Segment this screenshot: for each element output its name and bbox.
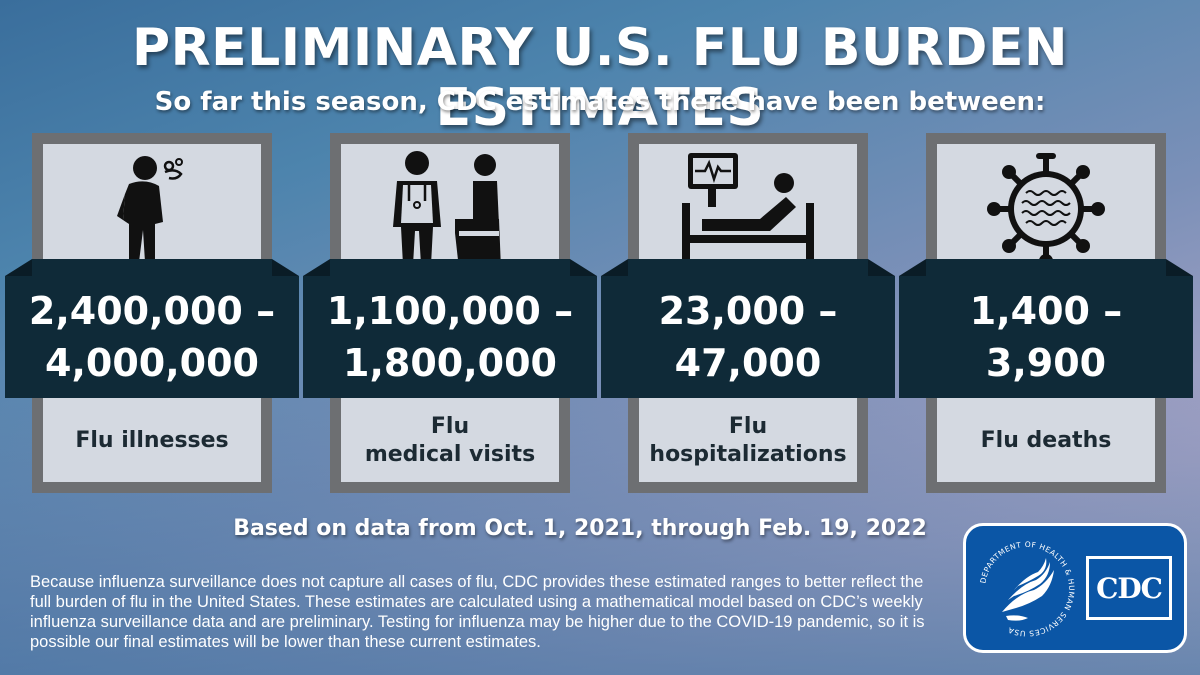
range-low: 23,000 – — [658, 289, 838, 333]
range-high: 1,800,000 — [343, 341, 557, 385]
estimate-range: 2,400,000 – 4,000,000 — [5, 276, 299, 398]
stat-label: Flu medical visits — [341, 401, 559, 481]
range-band — [303, 276, 597, 398]
page-title: PRELIMINARY U.S. FLU BURDEN ESTIMATES — [132, 18, 1068, 138]
stat-card-medical-visits: 1,100,000 – 1,800,000 Flu medical visits — [303, 133, 597, 493]
estimate-range: 1,400 – 3,900 — [899, 276, 1193, 398]
hospital-bed-icon — [639, 145, 857, 273]
virus-icon — [937, 145, 1155, 273]
stat-label-line1: Flu — [430, 414, 470, 439]
stat-card-deaths: 1,400 – 3,900 Flu deaths — [899, 133, 1193, 493]
stat-label: Flu deaths — [937, 401, 1155, 481]
page-subtitle: So far this season, CDC estimates there … — [154, 87, 1046, 117]
disclaimer-text: Because influenza surveillance does not … — [30, 573, 925, 651]
stat-label-line2: medical visits — [364, 442, 536, 467]
range-band — [899, 276, 1193, 398]
range-high: 47,000 — [674, 341, 822, 385]
stat-label-line1: Flu deaths — [980, 428, 1112, 453]
doctor-patient-icon — [341, 145, 559, 273]
range-band — [601, 276, 895, 398]
range-high: 4,000,000 — [45, 341, 259, 385]
stat-label: Flu illnesses — [43, 401, 261, 481]
hhs-seal-icon: DEPARTMENT OF HEALTH & HUMAN SERVICES US… — [978, 540, 1075, 638]
cdc-wordmark: CDC — [1086, 556, 1172, 620]
stat-label-line1: Flu — [728, 414, 768, 439]
data-period-note: Based on data from Oct. 1, 2021, through… — [233, 516, 927, 541]
range-low: 2,400,000 – — [28, 289, 276, 333]
sick-person-icon — [43, 145, 261, 273]
cdc-hhs-logo: DEPARTMENT OF HEALTH & HUMAN SERVICES US… — [963, 523, 1187, 653]
stat-card-illnesses: 2,400,000 – 4,000,000 Flu illnesses — [5, 133, 299, 493]
stat-label-line2: hospitalizations — [649, 442, 847, 467]
range-band — [5, 276, 299, 398]
stat-label-line1: Flu illnesses — [75, 428, 229, 453]
estimate-range: 23,000 – 47,000 — [601, 276, 895, 398]
stat-label: Flu hospitalizations — [639, 401, 857, 481]
estimate-range: 1,100,000 – 1,800,000 — [303, 276, 597, 398]
range-low: 1,100,000 – — [326, 289, 574, 333]
range-high: 3,900 — [985, 341, 1107, 385]
stat-card-hospitalizations: 23,000 – 47,000 Flu hospitalizations — [601, 133, 895, 493]
range-low: 1,400 – — [969, 289, 1123, 333]
